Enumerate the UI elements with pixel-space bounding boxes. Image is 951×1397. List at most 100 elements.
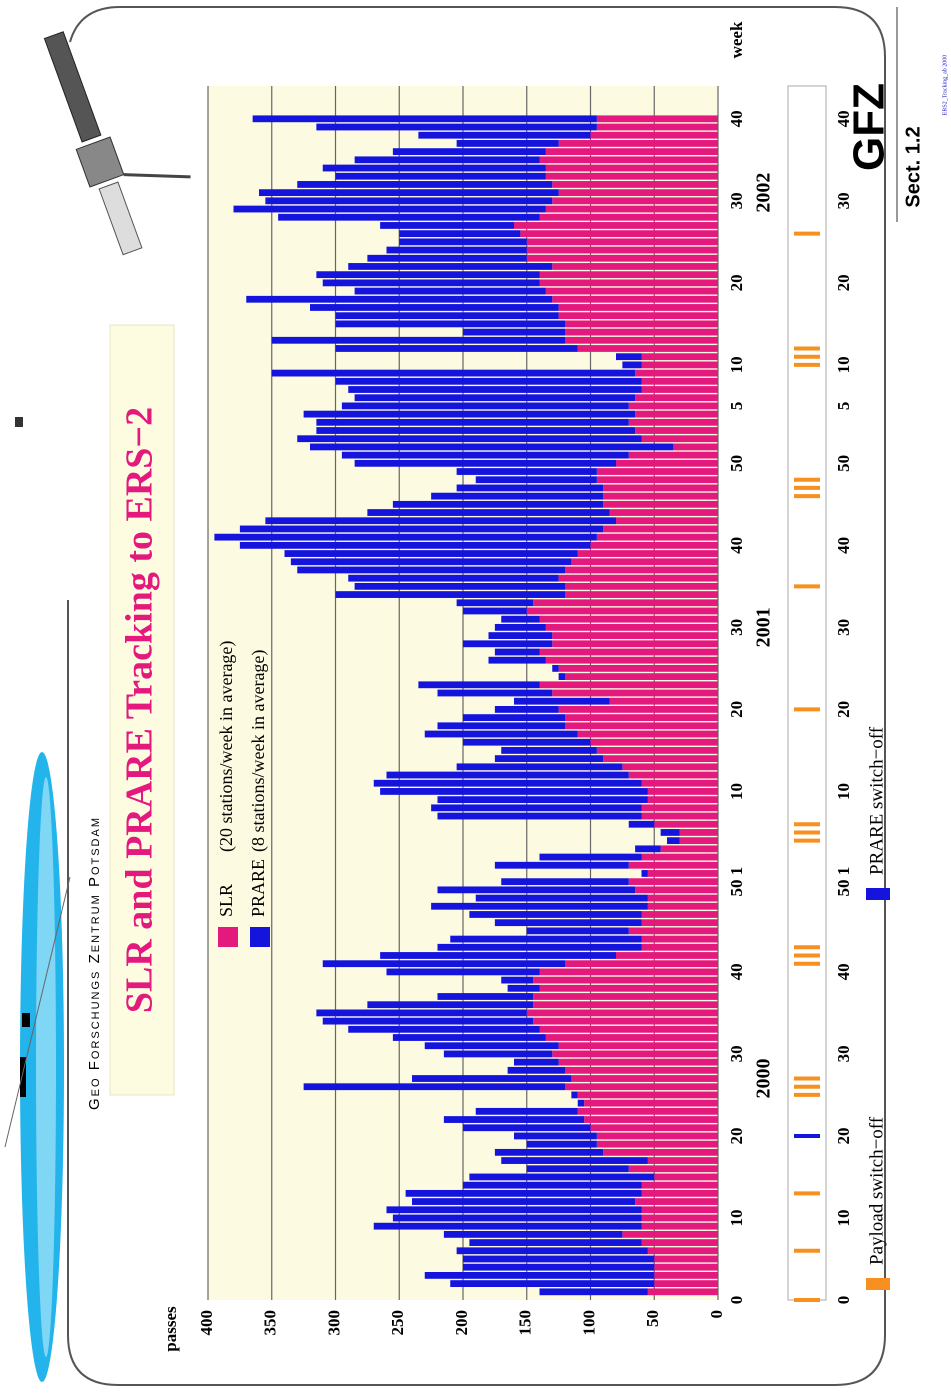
strip-tick-label: 10: [834, 1209, 853, 1226]
bar-segment: [494, 861, 629, 869]
bar-segment: [501, 1157, 648, 1164]
bar-segment: [545, 205, 718, 213]
bar-segment: [443, 1116, 585, 1123]
bar-segment: [335, 345, 578, 352]
bar-segment: [641, 1222, 718, 1230]
bar-segment: [596, 1132, 718, 1140]
bar-segment: [354, 287, 546, 295]
bar-segment: [590, 131, 718, 139]
bar-segment: [603, 484, 718, 492]
bar-segment: [463, 328, 565, 336]
x-tick-label: 10: [727, 783, 746, 800]
x-tick-label: 10: [727, 356, 746, 373]
bar-segment: [271, 336, 565, 344]
bar-segment: [494, 648, 540, 656]
bar-segment: [463, 607, 527, 615]
bar-segment: [647, 788, 718, 795]
bar-segment: [596, 533, 718, 541]
bar-segment: [679, 829, 718, 836]
header: Geo Forschungs Zentrum Potsdam: [86, 816, 103, 1110]
legend-swatch: [250, 927, 270, 947]
legend-label: PRARE: [248, 859, 268, 917]
bar-segment: [463, 1255, 655, 1263]
strip-tick-label: 10: [834, 783, 853, 800]
bar-segment: [545, 148, 718, 156]
bar-segment: [596, 115, 718, 123]
bar-segment: [635, 427, 718, 434]
bar-segment: [335, 312, 559, 320]
bar-segment: [539, 213, 718, 221]
bar-segment: [622, 361, 642, 369]
bar-segment: [341, 451, 629, 459]
bar-segment: [341, 402, 629, 410]
bar-segment: [539, 271, 718, 279]
bar-segment: [628, 878, 718, 886]
bar-segment: [239, 541, 591, 549]
bar-segment: [654, 1263, 718, 1271]
strip-tick-label: 50 1: [834, 867, 853, 897]
bar-segment: [354, 394, 636, 402]
bar-segment: [558, 304, 718, 311]
bar-segment: [456, 468, 597, 475]
bar-segment: [514, 1132, 597, 1140]
bar-segment: [558, 140, 718, 147]
bar-segment: [456, 763, 623, 771]
bar-segment: [641, 853, 718, 861]
bar-segment: [533, 976, 718, 984]
bar-segment: [635, 369, 718, 377]
bar-segment: [290, 558, 572, 566]
bar-segment: [641, 812, 718, 820]
bar-segment: [501, 878, 629, 886]
bar-segment: [431, 492, 604, 500]
bar-segment: [399, 230, 521, 238]
bar-segment: [596, 123, 718, 131]
bar-segment: [603, 1148, 718, 1156]
bar-segment: [647, 902, 718, 910]
strip-tick-label: 10: [834, 356, 853, 373]
bar-segment: [469, 911, 642, 918]
bar-segment: [552, 263, 718, 270]
bar-segment: [450, 935, 642, 943]
bar-segment: [679, 837, 718, 845]
x-tick-label: 30: [727, 192, 746, 209]
bar-segment: [526, 1009, 718, 1017]
bar-segment: [463, 738, 591, 746]
bar-segment: [558, 1042, 718, 1050]
bar-segment: [628, 820, 655, 828]
y-tick-label: 150: [516, 1310, 535, 1336]
bar-segment: [552, 295, 718, 303]
bar-segment: [233, 205, 546, 213]
bar-segment: [405, 1189, 642, 1197]
bar-segment: [271, 369, 636, 377]
bar-segment: [577, 345, 718, 352]
bar-segment: [316, 427, 636, 434]
bar-segment: [590, 1124, 718, 1132]
bar-segment: [456, 1247, 648, 1255]
bar-segment: [558, 189, 718, 197]
event-legend-label: PRARE switch−off: [866, 726, 887, 875]
year-label: 2000: [753, 1059, 775, 1099]
bar-segment: [635, 845, 661, 853]
bar-segment: [635, 410, 718, 418]
bar-segment: [456, 140, 559, 147]
y-axis-label: passes: [161, 1306, 180, 1352]
bar-segment: [392, 1034, 546, 1041]
bar-segment: [654, 1271, 718, 1279]
bar-segment: [367, 254, 527, 262]
bar-segment: [456, 484, 604, 492]
legend-description: (20 stations/week in average): [216, 641, 237, 852]
strip-tick-label: 5: [834, 402, 853, 411]
bar-segment: [437, 886, 636, 894]
bar-segment: [647, 1247, 718, 1255]
bar-segment: [526, 238, 718, 246]
bar-segment: [552, 689, 718, 697]
bar-segment: [558, 673, 565, 680]
x-tick-label: 20: [727, 274, 746, 291]
bar-segment: [647, 894, 718, 902]
bar-segment: [635, 394, 718, 402]
bar-segment: [526, 246, 718, 254]
bar-segment: [635, 886, 718, 894]
bar-segment: [616, 353, 642, 361]
x-tick-label: 10: [727, 1209, 746, 1226]
bar-segment: [603, 525, 718, 533]
